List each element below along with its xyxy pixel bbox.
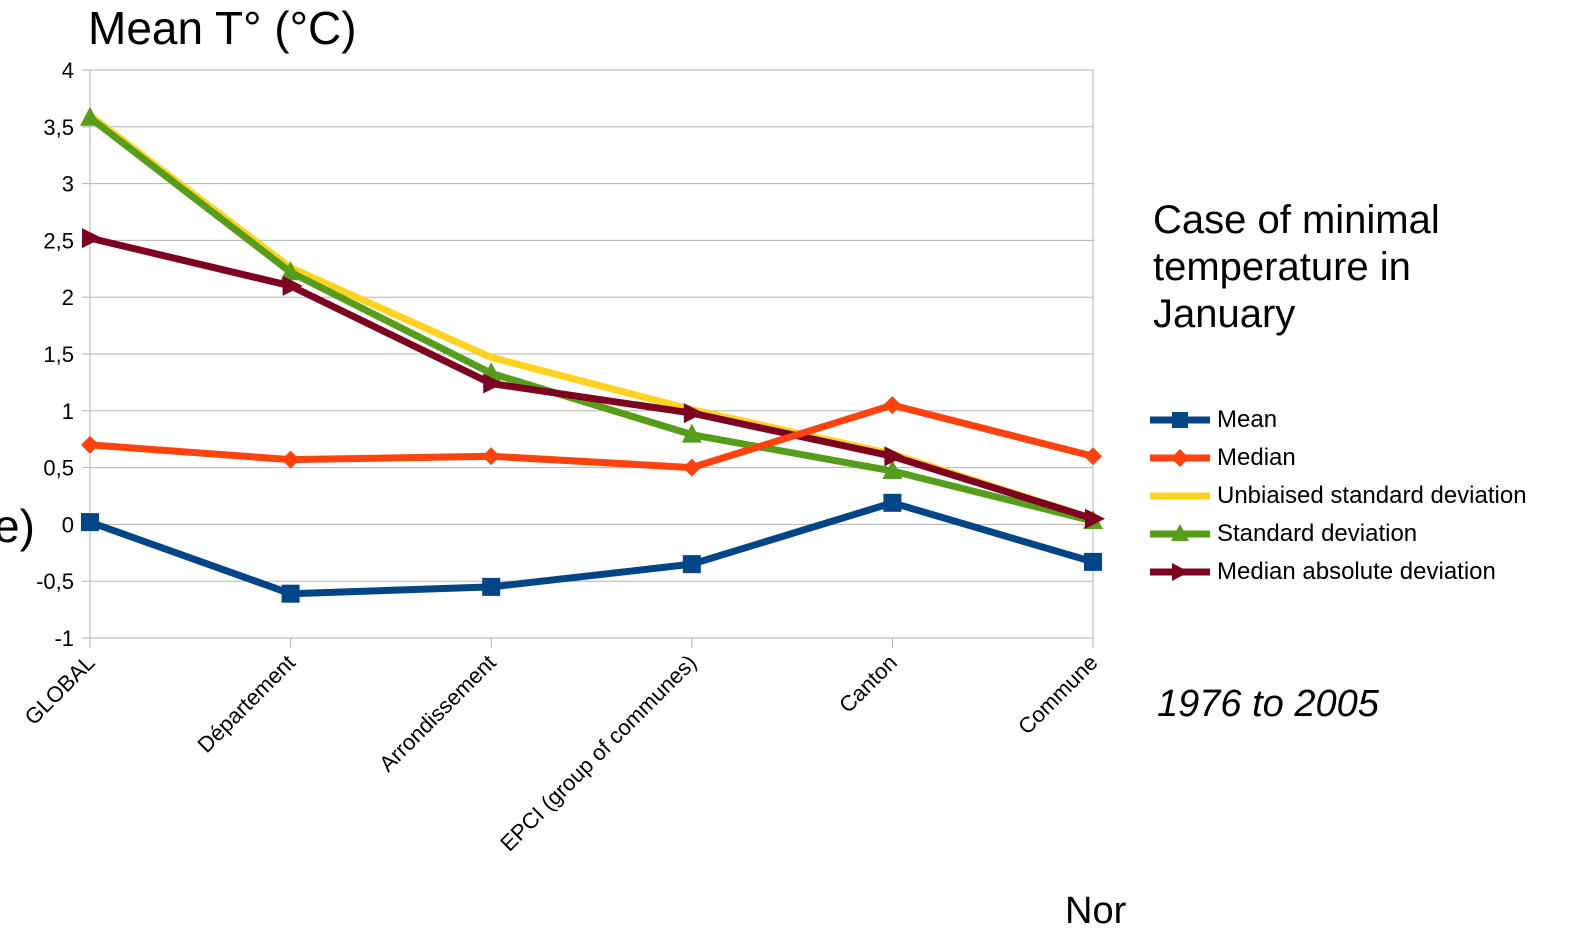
y-tick-label: 2,5 xyxy=(43,228,74,253)
x-tick-label: Commune xyxy=(1013,650,1102,739)
y-tick-label: -1 xyxy=(54,626,74,651)
y-tick-label: 4 xyxy=(62,58,74,83)
legend-swatch-mad xyxy=(1150,563,1210,581)
point-standard-deviation xyxy=(280,261,301,281)
series-standard-deviation xyxy=(80,106,1103,529)
legend-label-median: Median xyxy=(1217,444,1296,471)
point-median xyxy=(883,396,902,415)
y-tick-label: 2 xyxy=(62,285,74,310)
period-label: 1976 to 2005 xyxy=(1157,683,1379,725)
y-tick-labels: -1 -0,5 0 0,5 1 1,5 2 2,5 3 3,5 4 xyxy=(36,58,74,651)
point-mean xyxy=(1084,552,1102,571)
point-median-absolute-deviation xyxy=(1085,508,1105,529)
legend-label-unbiased-std: Unbiaised standard deviation xyxy=(1217,482,1527,509)
series-line-median-absolute-deviation xyxy=(86,234,1097,523)
legend: Mean Median Unbiaised standard deviation… xyxy=(1150,401,1527,591)
point-mean xyxy=(682,555,701,574)
series-median xyxy=(81,396,1102,477)
legend-item-std: Standard deviation xyxy=(1150,515,1527,553)
axes xyxy=(82,69,1094,648)
y-tick-label: 1 xyxy=(62,399,74,424)
y-axis-title: Mean T° (°C) xyxy=(88,2,357,54)
x-tick-label: EPCI (group of communes) xyxy=(495,650,701,856)
clipped-axis-text: e) xyxy=(0,500,35,552)
x-tick-label: Département xyxy=(193,650,301,758)
series-lines xyxy=(80,106,1105,603)
point-median xyxy=(482,447,501,466)
legend-swatch-unbiased-std xyxy=(1150,492,1210,500)
gridlines xyxy=(90,69,1093,639)
point-standard-deviation xyxy=(882,460,903,480)
x-tick-label: Arrondissement xyxy=(374,650,501,777)
point-standard-deviation xyxy=(681,423,702,443)
point-median-absolute-deviation xyxy=(884,446,905,467)
point-median-absolute-deviation xyxy=(82,228,102,249)
y-tick-label: 3 xyxy=(62,172,74,197)
point-median-absolute-deviation xyxy=(282,275,303,296)
legend-item-median: Median xyxy=(1150,439,1527,477)
point-median-absolute-deviation xyxy=(683,403,704,424)
chart-side-title: Case of minimal temperature in January xyxy=(1153,198,1440,336)
point-median xyxy=(682,458,701,477)
point-median-absolute-deviation xyxy=(483,373,504,394)
point-mean xyxy=(281,584,300,603)
point-median xyxy=(81,435,99,454)
series-line-median xyxy=(86,401,1097,472)
line-chart: -1 -0,5 0 0,5 1 1,5 2 2,5 3 3,5 4 GLOBAL Départemen… xyxy=(20,58,1105,856)
y-tick-label: 0,5 xyxy=(43,456,74,481)
point-mean xyxy=(81,513,99,532)
series-mean xyxy=(81,493,1102,603)
x-tick-label: GLOBAL xyxy=(20,650,100,730)
legend-swatch-median xyxy=(1150,449,1210,467)
legend-item-unbiased-std: Unbiaised standard deviation xyxy=(1150,477,1527,515)
series-line-mean xyxy=(86,499,1097,598)
legend-swatch-std xyxy=(1150,524,1210,541)
legend-item-mean: Mean xyxy=(1150,401,1527,439)
point-median xyxy=(281,450,300,469)
legend-item-mad: Median absolute deviation xyxy=(1150,553,1527,591)
point-mean xyxy=(883,493,902,512)
x-tick-label: Canton xyxy=(834,650,902,718)
legend-swatch-mean xyxy=(1150,412,1210,428)
series-median-absolute-deviation xyxy=(82,228,1105,529)
y-tick-label: 3,5 xyxy=(43,115,74,140)
clipped-bottom-text: Nor xyxy=(1065,890,1127,932)
legend-label-mean: Mean xyxy=(1217,406,1278,433)
point-median xyxy=(1084,447,1102,466)
legend-label-mad: Median absolute deviation xyxy=(1217,558,1496,585)
legend-label-std: Standard deviation xyxy=(1217,520,1418,547)
y-tick-label: 1,5 xyxy=(43,342,74,367)
y-tick-label: 0 xyxy=(62,512,74,537)
point-mean xyxy=(482,577,501,596)
point-standard-deviation xyxy=(80,106,100,126)
series-line-standard-deviation xyxy=(86,114,1097,525)
y-tick-label: -0,5 xyxy=(36,569,74,594)
